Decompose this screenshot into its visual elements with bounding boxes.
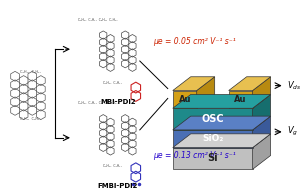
Polygon shape [253,77,271,108]
Polygon shape [253,134,271,169]
Polygon shape [229,91,253,108]
Text: Si: Si [207,153,218,163]
Text: FMBI-PDI2: FMBI-PDI2 [98,183,138,189]
Polygon shape [173,134,271,148]
Polygon shape [229,77,271,91]
Text: C₈H₁₇  C₈H₁₇  C₈H₁₇  C₈H₁₇: C₈H₁₇ C₈H₁₇ C₈H₁₇ C₈H₁₇ [78,101,118,105]
Polygon shape [173,130,253,148]
Polygon shape [197,77,215,108]
Text: MBI-PDI2: MBI-PDI2 [100,99,136,105]
Polygon shape [173,91,197,108]
Text: μe = 0.05 cm² V⁻¹ s⁻¹: μe = 0.05 cm² V⁻¹ s⁻¹ [153,37,236,46]
Text: C₈H₁₇  C₈H₁₇: C₈H₁₇ C₈H₁₇ [20,70,41,74]
Polygon shape [253,94,271,130]
Text: Au: Au [235,95,247,104]
Text: C₈H₁₇  C₈H₁₇  C₈H₁₇  C₈H₁₇: C₈H₁₇ C₈H₁₇ C₈H₁₇ C₈H₁₇ [78,18,118,22]
Polygon shape [173,148,253,169]
Text: C₈H₁₇  C₈H₁₇: C₈H₁₇ C₈H₁₇ [20,117,41,121]
Text: μe = 0.13 cm² V⁻¹ s⁻¹: μe = 0.13 cm² V⁻¹ s⁻¹ [153,151,236,160]
Text: SiO₂: SiO₂ [202,134,223,143]
Text: C₈H₁₇  C₈H₁₇: C₈H₁₇ C₈H₁₇ [103,164,122,168]
Polygon shape [173,116,271,130]
Polygon shape [253,116,271,148]
Text: $V_g$: $V_g$ [287,125,298,138]
Text: OSC: OSC [201,114,224,124]
Text: Au: Au [178,95,191,104]
Polygon shape [173,94,271,108]
Polygon shape [173,108,253,130]
Text: C₈H₁₇  C₈H₁₇: C₈H₁₇ C₈H₁₇ [103,81,122,85]
Polygon shape [173,77,215,91]
Text: $V_{ds}$: $V_{ds}$ [287,79,301,92]
